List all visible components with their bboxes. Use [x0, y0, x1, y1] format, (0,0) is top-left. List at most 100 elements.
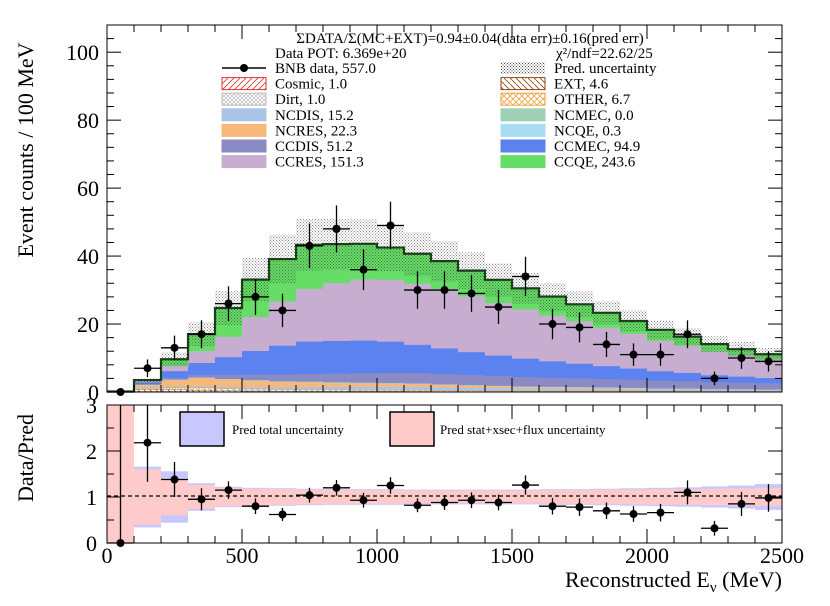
data-point	[566, 312, 593, 343]
stack-outline	[107, 242, 782, 393]
ratio-point	[512, 475, 539, 495]
bar-ccmec	[161, 371, 188, 378]
bar-ncres	[296, 381, 323, 387]
bar-ncres	[485, 385, 512, 389]
bar-ccdis	[728, 382, 755, 390]
stat-unc-band	[404, 490, 431, 504]
ratio-point	[350, 492, 377, 508]
bar-ccdis	[296, 373, 323, 382]
main-histogram-panel: 0 20 40 60 80 100 Event counts / 100 MeV ΣDAT…	[13, 24, 783, 405]
data-point	[701, 371, 728, 386]
ratio-legend: Pred total uncertainty Pred stat+xsec+flu…	[179, 411, 606, 447]
ratio-point	[404, 498, 431, 513]
bar-other	[188, 387, 215, 390]
bar-ncdis	[485, 388, 512, 391]
top-y-ticks: 0 20 40 60 80 100	[66, 24, 783, 405]
y-tick-label: 0	[88, 380, 99, 405]
legend-label: CCMEC, 94.9	[554, 139, 640, 155]
data-point	[593, 331, 620, 357]
legend-swatch	[500, 155, 546, 169]
data-point	[188, 320, 215, 349]
y-tick-label: 80	[77, 108, 99, 133]
bar-ccmec	[566, 363, 593, 379]
top-frame	[106, 24, 783, 393]
ratio-point	[593, 502, 620, 520]
legend-entry-cosmic: Cosmic, 1.0	[221, 77, 347, 93]
legend-label: Cosmic, 1.0	[275, 77, 347, 93]
bar-ccmec	[296, 341, 323, 374]
legend-label: OTHER, 6.7	[554, 92, 631, 108]
bar-ext	[134, 389, 161, 392]
legend-label: NCQE, 0.3	[554, 123, 621, 139]
bar-ccmec	[674, 372, 701, 382]
ratio-point	[296, 487, 323, 503]
bar-ncdis	[161, 386, 188, 388]
ratio-point	[674, 480, 701, 505]
bar-ext	[161, 389, 188, 392]
bar-ccmec	[188, 363, 215, 375]
y-tick-label: 60	[77, 176, 99, 201]
legend-swatch	[221, 108, 267, 122]
data-point	[134, 359, 161, 378]
stat-unc-band	[620, 489, 647, 505]
bar-ncdis	[296, 386, 323, 390]
bottom-ticks: 0 1 2 3 0 500 1000 1500 2000 2500	[86, 393, 804, 568]
ratio-panel: 0 1 2 3 0 500 1000 1500 2000 2500 Data/Pred Recon…	[13, 393, 804, 596]
bar-ccdis	[674, 381, 701, 389]
bar-ccmec	[377, 341, 404, 373]
bar-other	[296, 389, 323, 391]
stat-unc-band	[539, 490, 566, 504]
legend-swatch	[221, 92, 267, 106]
data-point	[512, 256, 539, 297]
ratio-points	[107, 405, 782, 547]
ratio-point	[485, 494, 512, 511]
bar-ncdis	[674, 389, 701, 392]
bar-ncres	[566, 387, 593, 389]
ratio-point	[620, 506, 647, 522]
bar-ext	[188, 389, 215, 392]
legend-entry-ccdis: CCDIS, 51.2	[221, 139, 353, 155]
legend-marker-dot	[240, 64, 248, 72]
bar-ncres	[647, 388, 674, 390]
bar-other	[215, 388, 242, 391]
legend-swatch	[501, 62, 545, 74]
bar-ccmec	[485, 355, 512, 376]
data-point	[431, 271, 458, 309]
header-pot: Data POT: 6.369e+20	[275, 46, 406, 62]
bar-ccres	[242, 317, 269, 351]
x-axis-label-main: Reconstructed E	[565, 567, 710, 592]
legend-swatch	[500, 92, 546, 106]
bar-ccdis	[701, 382, 728, 390]
bar-other	[377, 389, 404, 391]
bar-ccres	[377, 279, 404, 342]
data-point	[296, 223, 323, 269]
bar-ccmec	[350, 340, 377, 374]
stat-unc-band	[566, 490, 593, 504]
legend-swatch	[221, 155, 267, 169]
data-point	[350, 249, 377, 291]
x-tick-label: 2000	[625, 543, 669, 568]
bar-ext	[215, 390, 242, 392]
bar-ccdis	[620, 379, 647, 388]
bar-ccdis	[161, 377, 188, 380]
bar-ncdis	[377, 386, 404, 390]
bar-ncres	[539, 386, 566, 389]
bar-ccdis	[755, 383, 782, 390]
legend-label: CCRES, 151.3	[275, 155, 364, 171]
bar-ccmec	[404, 344, 431, 374]
bar-ncdis	[566, 388, 593, 391]
data-point	[755, 351, 782, 372]
bar-ncdis	[215, 386, 242, 389]
x-tick-label: 1000	[355, 543, 399, 568]
bar-ncdis	[620, 389, 647, 391]
legend-swatch	[221, 77, 267, 91]
ratio-legend-label: Pred stat+xsec+flux uncertainty	[440, 422, 606, 437]
bar-other	[431, 390, 458, 392]
bar-ccdis	[512, 377, 539, 387]
data-point	[161, 335, 188, 361]
bar-other	[404, 390, 431, 392]
legend-label: Dirt, 1.0	[275, 92, 325, 108]
x-tick-label: 2500	[760, 543, 804, 568]
ratio-point	[323, 479, 350, 496]
ratio-y-tick-label: 2	[86, 439, 97, 464]
